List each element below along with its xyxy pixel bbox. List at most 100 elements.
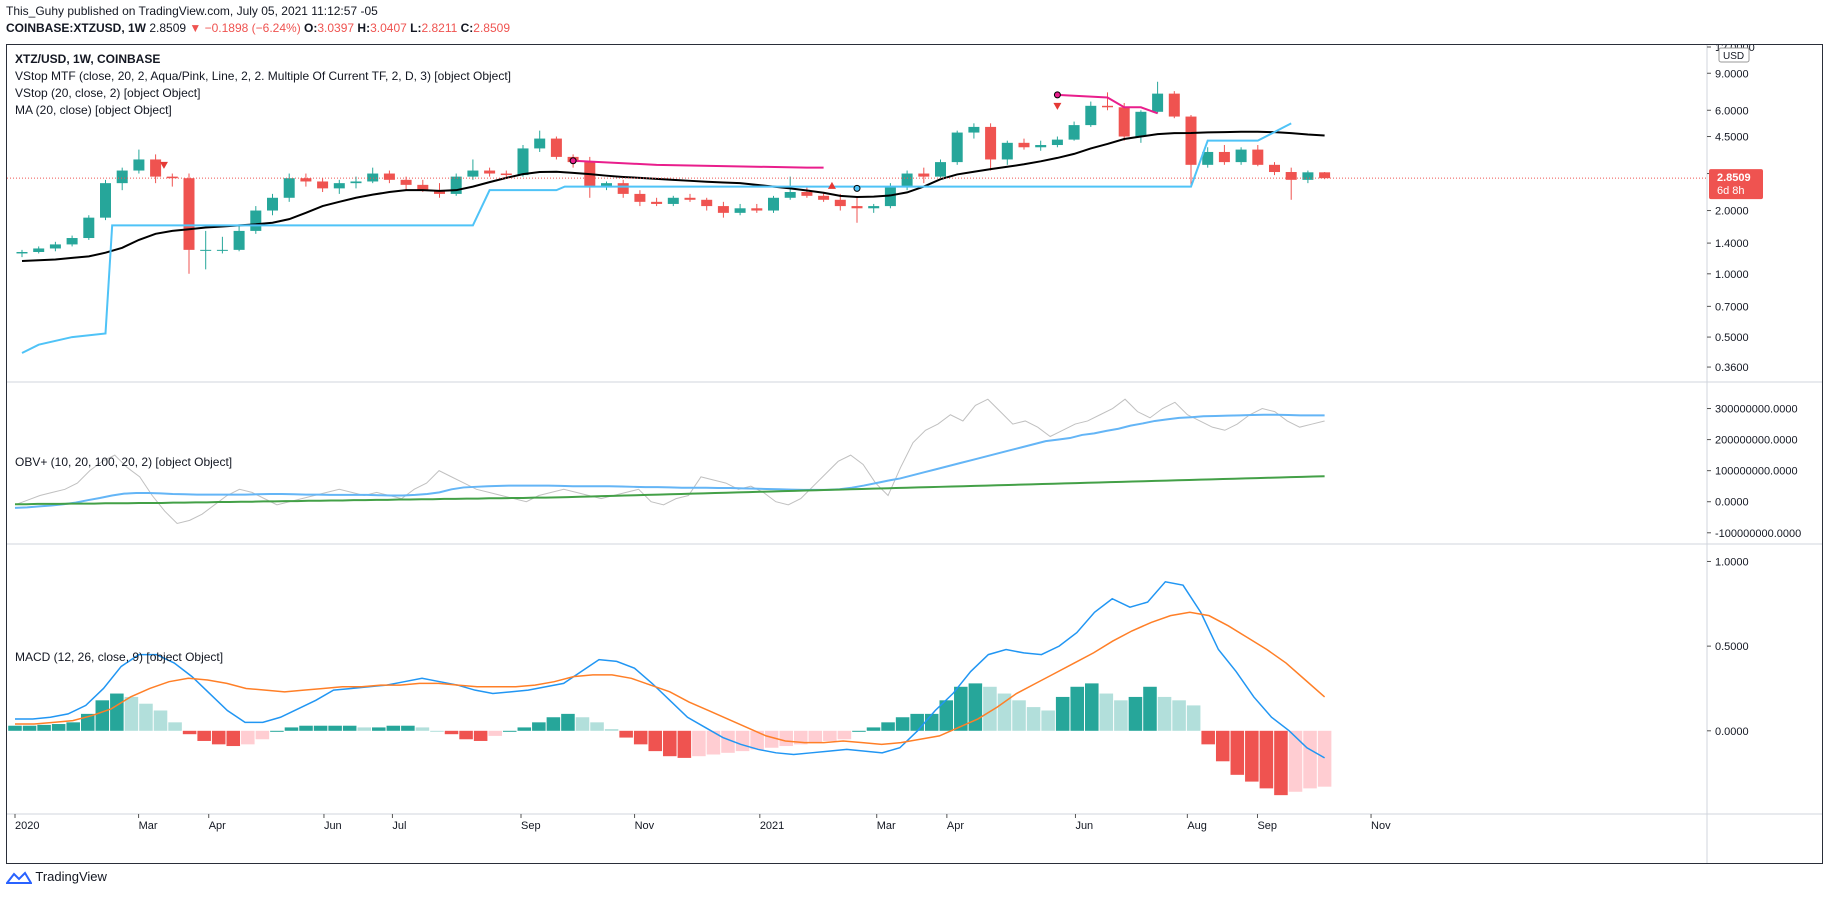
macd-histogram-bar [735, 730, 750, 752]
candle [918, 173, 930, 177]
macd-histogram-bar [1128, 696, 1143, 731]
macd-histogram-bar [1099, 693, 1114, 731]
y-tick-label: 0.3600 [1715, 362, 1749, 374]
macd-histogram-bar [1085, 683, 1099, 731]
x-tick-label: Sep [1257, 820, 1277, 832]
signal-line [15, 611, 1326, 746]
candle [550, 138, 562, 157]
y-tick-label: 100000000.0000 [1715, 466, 1798, 478]
macd-histogram-bar [1274, 730, 1288, 796]
y-tick-label: 0.0000 [1715, 497, 1749, 509]
candle [1085, 105, 1097, 126]
candle [1202, 151, 1214, 165]
candle [1068, 125, 1080, 140]
macd-histogram-bar [779, 730, 793, 747]
macd-histogram-bar [488, 730, 502, 736]
chart-canvas[interactable]: 12.00009.00006.00004.50003.00002.00001.4… [7, 42, 1822, 863]
legend-vstop-mtf: VStop MTF (close, 20, 2, Aqua/Pink, Line… [15, 69, 511, 83]
buy-signal-icon [827, 181, 836, 189]
y-tick-label: 0.5000 [1715, 332, 1749, 344]
macd-histogram-bar [1114, 700, 1128, 731]
candle [183, 178, 195, 250]
x-tick-label: Nov [635, 820, 655, 832]
low-label: L: [410, 21, 422, 35]
macd-histogram-bar [808, 730, 823, 743]
macd-histogram-bar [66, 722, 80, 731]
chart-frame[interactable]: 12.00009.00006.00004.50003.00002.00001.4… [6, 42, 1823, 864]
candle [1118, 107, 1130, 137]
macd-histogram-bar [313, 725, 328, 731]
macd-histogram-bar [924, 713, 939, 731]
candle [1051, 139, 1063, 146]
macd-histogram-bar [1143, 686, 1157, 731]
macd-histogram-bar [372, 727, 386, 731]
y-tick-label: 1.0000 [1715, 269, 1749, 281]
legend-obv: OBV+ (10, 20, 100, 20, 2) [object Object… [15, 455, 233, 469]
price-change: ▼ −0.1898 (−6.24%) [189, 21, 301, 35]
macd-histogram-bar [633, 730, 648, 745]
candle [1185, 116, 1197, 165]
macd-histogram-bar [328, 725, 342, 731]
macd-histogram-bar [22, 725, 37, 731]
candle [166, 176, 178, 179]
vstop-mtf-pink-line [573, 159, 824, 169]
macd-histogram-bar [517, 727, 532, 731]
x-tick-label: Jun [1075, 820, 1093, 832]
last-price: 2.8509 [149, 21, 187, 35]
footer-brand[interactable]: TradingView [4, 869, 107, 885]
macd-histogram-bar [1288, 730, 1303, 792]
macd-histogram-bar [968, 683, 983, 731]
macd-histogram-bar [386, 725, 401, 731]
candle [300, 178, 312, 182]
open-label: O: [304, 21, 318, 35]
macd-histogram-bar [852, 730, 866, 732]
publish-info: This_Guhy published on TradingView.com, … [6, 4, 378, 18]
macd-histogram-bar [444, 730, 459, 735]
legend-vstop: VStop (20, close, 2) [object Object] [15, 86, 201, 100]
macd-histogram-bar [575, 717, 590, 731]
macd-histogram-bar [1026, 707, 1041, 731]
macd-histogram-bar [619, 730, 633, 738]
y-tick-label: 1.4000 [1715, 238, 1749, 250]
y-tick-label: 4.5000 [1715, 132, 1749, 144]
macd-histogram-bar [37, 724, 51, 731]
macd-histogram-bar [764, 730, 779, 748]
sell-signal-icon [159, 161, 168, 169]
close-value: 2.8509 [473, 21, 510, 35]
obv-line [14, 398, 1325, 525]
macd-histogram-bar [168, 722, 182, 731]
macd-histogram-bar [532, 722, 546, 731]
macd-histogram-bar [677, 730, 692, 758]
price-badge-countdown: 6d 8h [1717, 185, 1745, 197]
y-tick-label: 6.0000 [1715, 105, 1749, 117]
macd-histogram-bar [546, 717, 561, 731]
macd-histogram-bar [415, 727, 430, 731]
candle [517, 148, 529, 176]
candle [233, 230, 245, 250]
x-tick-label: 2020 [15, 820, 39, 832]
candle [83, 217, 95, 239]
candle [1135, 111, 1147, 137]
x-tick-label: Apr [947, 820, 964, 832]
candle [367, 173, 379, 182]
macd-histogram-bar [1201, 730, 1215, 745]
macd-histogram-bar [1215, 730, 1230, 762]
macd-histogram-bar [1070, 686, 1085, 731]
candle [951, 132, 963, 163]
sell-signal-icon [1053, 102, 1062, 110]
candle [317, 181, 329, 189]
macd-histogram-bar [1055, 696, 1070, 731]
y-tick-label: 2.0000 [1715, 206, 1749, 218]
macd-histogram-bar [1172, 700, 1186, 731]
candle [417, 184, 429, 191]
candle [250, 210, 262, 231]
y-tick-label: 1.0000 [1715, 556, 1749, 568]
candle [283, 178, 295, 198]
candle [617, 183, 629, 194]
macd-histogram-bar [692, 730, 706, 757]
high-value: 3.0407 [370, 21, 407, 35]
x-tick-label: Nov [1371, 820, 1391, 832]
candle [601, 183, 612, 187]
candle [1218, 151, 1230, 163]
candle [500, 173, 512, 176]
